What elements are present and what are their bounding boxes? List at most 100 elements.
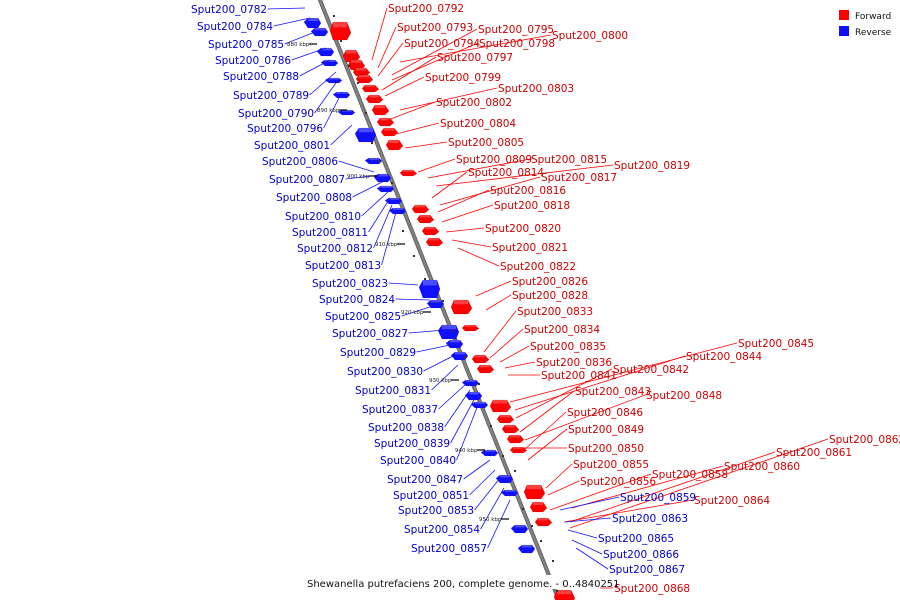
- forward-gene-label[interactable]: Sput200_0843: [575, 386, 651, 398]
- reverse-gene-label[interactable]: Sput200_0807: [269, 174, 345, 186]
- reverse-gene-label[interactable]: Sput200_0808: [276, 192, 352, 204]
- fwd-gene-feature[interactable]: [496, 414, 515, 424]
- forward-gene-label[interactable]: Sput200_0817: [541, 172, 617, 184]
- reverse-gene-label[interactable]: Sput200_0786: [215, 55, 291, 67]
- forward-gene-label[interactable]: Sput200_0819: [614, 160, 690, 172]
- fwd-gene-feature[interactable]: [534, 517, 553, 527]
- reverse-gene-label[interactable]: Sput200_0824: [319, 294, 395, 306]
- reverse-gene-label[interactable]: Sput200_0812: [297, 243, 373, 255]
- forward-gene-label[interactable]: Sput200_0794: [404, 38, 480, 50]
- rev-gene-feature[interactable]: [376, 185, 395, 193]
- rev-gene-feature[interactable]: [324, 77, 343, 84]
- reverse-gene-label[interactable]: Sput200_0790: [238, 108, 314, 120]
- reverse-gene-label[interactable]: Sput200_0866: [603, 549, 679, 561]
- fwd-gene-feature[interactable]: [489, 399, 512, 413]
- forward-gene-label[interactable]: Sput200_0815: [531, 154, 607, 166]
- reverse-gene-label[interactable]: Sput200_0847: [387, 474, 463, 486]
- reverse-gene-label[interactable]: Sput200_0865: [598, 533, 674, 545]
- forward-gene-label[interactable]: Sput200_0841: [541, 370, 617, 382]
- forward-gene-label[interactable]: Sput200_0833: [517, 306, 593, 318]
- fwd-gene-feature[interactable]: [471, 354, 490, 364]
- reverse-gene-label[interactable]: Sput200_0806: [262, 156, 338, 168]
- reverse-gene-label[interactable]: Sput200_0823: [312, 278, 388, 290]
- rev-gene-feature[interactable]: [418, 279, 441, 299]
- reverse-gene-label[interactable]: Sput200_0831: [355, 385, 431, 397]
- forward-gene-label[interactable]: Sput200_0821: [492, 242, 568, 254]
- fwd-gene-feature[interactable]: [399, 169, 418, 177]
- fwd-gene-feature[interactable]: [425, 237, 444, 247]
- rev-gene-feature[interactable]: [500, 489, 519, 497]
- forward-gene-label[interactable]: Sput200_0802: [436, 97, 512, 109]
- rev-gene-feature[interactable]: [445, 339, 464, 349]
- forward-gene-label[interactable]: Sput200_0822: [500, 261, 576, 273]
- forward-gene-label[interactable]: Sput200_0849: [568, 424, 644, 436]
- reverse-gene-label[interactable]: Sput200_0811: [292, 227, 368, 239]
- reverse-gene-label[interactable]: Sput200_0853: [398, 505, 474, 517]
- rev-gene-feature[interactable]: [320, 59, 339, 67]
- reverse-gene-label[interactable]: Sput200_0839: [374, 438, 450, 450]
- forward-gene-label[interactable]: Sput200_0836: [536, 357, 612, 369]
- reverse-gene-label[interactable]: Sput200_0785: [208, 39, 284, 51]
- fwd-gene-feature[interactable]: [380, 127, 399, 137]
- forward-gene-label[interactable]: Sput200_0804: [440, 118, 516, 130]
- reverse-gene-label[interactable]: Sput200_0857: [411, 543, 487, 555]
- forward-gene-label[interactable]: Sput200_0795: [478, 24, 554, 36]
- forward-gene-label[interactable]: Sput200_0800: [552, 30, 628, 42]
- fwd-gene-feature[interactable]: [421, 226, 440, 236]
- forward-gene-label[interactable]: Sput200_0860: [724, 461, 800, 473]
- fwd-gene-feature[interactable]: [506, 434, 525, 444]
- reverse-gene-label[interactable]: Sput200_0784: [197, 21, 273, 33]
- fwd-gene-feature[interactable]: [450, 299, 473, 315]
- rev-gene-feature[interactable]: [517, 544, 536, 554]
- reverse-gene-label[interactable]: Sput200_0859: [620, 492, 696, 504]
- rev-gene-feature[interactable]: [332, 91, 351, 99]
- forward-gene-label[interactable]: Sput200_0864: [694, 495, 770, 507]
- rev-gene-feature[interactable]: [510, 524, 529, 534]
- forward-gene-label[interactable]: Sput200_0799: [425, 72, 501, 84]
- reverse-gene-label[interactable]: Sput200_0788: [223, 71, 299, 83]
- rev-gene-feature[interactable]: [388, 207, 407, 215]
- forward-gene-label[interactable]: Sput200_0844: [686, 351, 762, 363]
- reverse-gene-label[interactable]: Sput200_0813: [305, 260, 381, 272]
- rev-gene-feature[interactable]: [495, 474, 514, 484]
- reverse-gene-label[interactable]: Sput200_0840: [380, 455, 456, 467]
- forward-gene-label[interactable]: Sput200_0834: [524, 324, 600, 336]
- forward-gene-label[interactable]: Sput200_0862: [829, 434, 900, 446]
- rev-gene-feature[interactable]: [461, 379, 480, 387]
- reverse-gene-label[interactable]: Sput200_0851: [393, 490, 469, 502]
- forward-gene-label[interactable]: Sput200_0793: [397, 22, 473, 34]
- reverse-gene-label[interactable]: Sput200_0867: [609, 564, 685, 576]
- rev-gene-feature[interactable]: [470, 401, 489, 409]
- reverse-gene-label[interactable]: Sput200_0789: [233, 90, 309, 102]
- forward-gene-label[interactable]: Sput200_0846: [567, 407, 643, 419]
- forward-gene-label[interactable]: Sput200_0814: [468, 167, 544, 179]
- forward-gene-label[interactable]: Sput200_0861: [776, 447, 852, 459]
- reverse-gene-label[interactable]: Sput200_0827: [332, 328, 408, 340]
- fwd-gene-feature[interactable]: [329, 21, 352, 41]
- reverse-gene-label[interactable]: Sput200_0854: [404, 524, 480, 536]
- forward-gene-label[interactable]: Sput200_0820: [485, 223, 561, 235]
- rev-gene-feature[interactable]: [480, 449, 499, 457]
- fwd-gene-feature[interactable]: [529, 501, 548, 513]
- forward-gene-label[interactable]: Sput200_0816: [490, 185, 566, 197]
- fwd-gene-feature[interactable]: [501, 424, 520, 434]
- fwd-gene-feature[interactable]: [361, 84, 380, 93]
- rev-gene-feature[interactable]: [426, 299, 445, 309]
- forward-gene-label[interactable]: Sput200_0798: [479, 38, 555, 50]
- reverse-gene-label[interactable]: Sput200_0838: [368, 422, 444, 434]
- fwd-gene-feature[interactable]: [476, 364, 495, 374]
- reverse-gene-label[interactable]: Sput200_0825: [325, 311, 401, 323]
- reverse-gene-label[interactable]: Sput200_0830: [347, 366, 423, 378]
- rev-gene-feature[interactable]: [364, 157, 383, 165]
- reverse-gene-label[interactable]: Sput200_0796: [247, 123, 323, 135]
- forward-gene-label[interactable]: Sput200_0868: [614, 583, 690, 595]
- fwd-gene-feature[interactable]: [411, 204, 430, 214]
- forward-gene-label[interactable]: Sput200_0845: [738, 338, 814, 350]
- rev-gene-feature[interactable]: [464, 391, 483, 401]
- forward-gene-label[interactable]: Sput200_0835: [530, 341, 606, 353]
- forward-gene-label[interactable]: Sput200_0848: [646, 390, 722, 402]
- fwd-gene-feature[interactable]: [376, 117, 395, 127]
- forward-gene-label[interactable]: Sput200_0858: [652, 469, 728, 481]
- forward-gene-label[interactable]: Sput200_0818: [494, 200, 570, 212]
- reverse-gene-label[interactable]: Sput200_0837: [362, 404, 438, 416]
